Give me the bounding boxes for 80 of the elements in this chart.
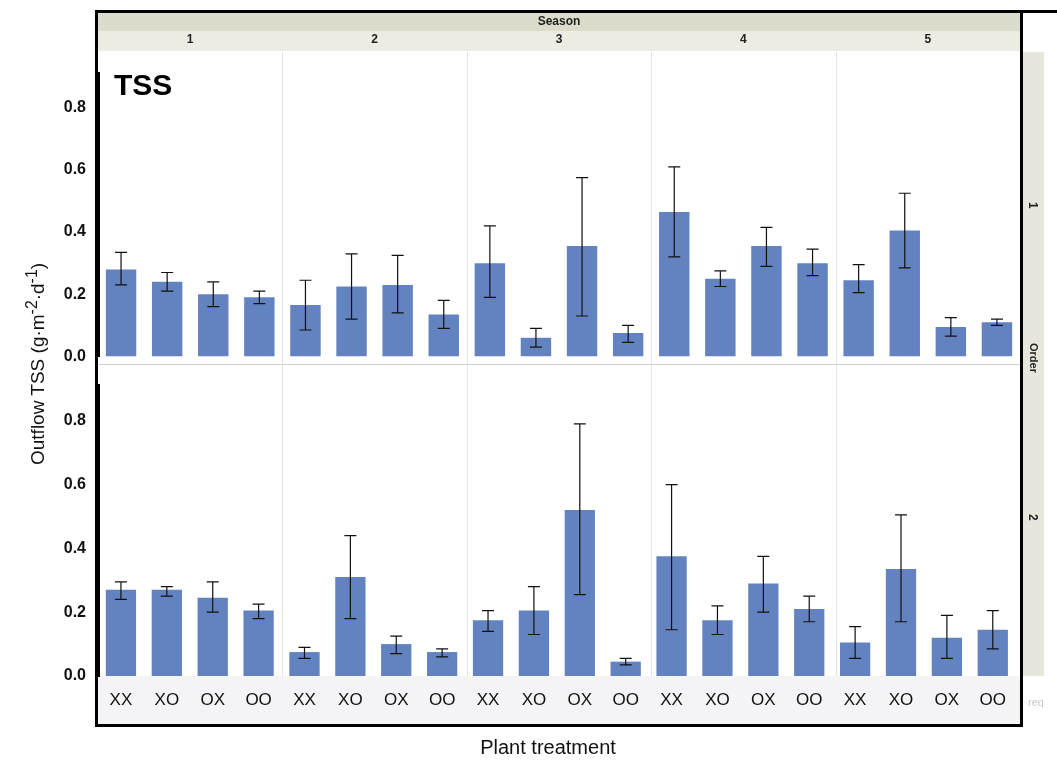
y-tick-label: 0.6	[63, 474, 87, 492]
x-tick-label: XO	[521, 689, 547, 709]
x-tick-label: XO	[705, 689, 730, 709]
bar	[472, 620, 504, 676]
y-tick-label: 0.8	[63, 98, 87, 116]
bar	[151, 589, 182, 676]
y-tick-label: 0.4	[63, 222, 87, 240]
y-tick-label: 0.2	[63, 284, 87, 302]
x-tick-label: OX	[934, 689, 960, 709]
bar	[751, 246, 782, 357]
bar	[839, 642, 871, 676]
x-tick-label: XX	[660, 689, 683, 709]
text: 4	[739, 32, 748, 46]
bar	[198, 294, 229, 357]
x-tick-label: XX	[293, 689, 316, 709]
bar	[610, 661, 641, 676]
bar	[931, 637, 963, 676]
x-tick-label: OO	[979, 689, 1006, 709]
bar	[243, 610, 274, 676]
y-tick-label: 0.0	[63, 346, 87, 364]
bar	[336, 286, 367, 357]
x-tick-label: XO	[154, 689, 180, 709]
bar	[289, 652, 320, 676]
y-tick-label: 0.6	[63, 160, 87, 178]
y2-axis-title: 2	[1026, 514, 1040, 521]
bar	[748, 583, 779, 676]
text: 1	[185, 32, 195, 46]
y-tick-label: 0.0	[63, 666, 87, 684]
bar	[659, 211, 690, 357]
x-tick-label: XX	[843, 689, 867, 709]
bar	[935, 326, 967, 357]
x-axis-title: Plant treatment	[480, 736, 616, 759]
bar	[197, 597, 228, 676]
bar	[889, 230, 920, 357]
chart-title: TSS	[114, 68, 173, 102]
bar	[843, 280, 874, 357]
x-tick-label: OO	[796, 689, 823, 709]
bar	[981, 322, 1013, 357]
x-tick-label: OO	[245, 689, 272, 709]
bar	[105, 589, 137, 676]
text: 3	[554, 32, 564, 46]
bar	[427, 652, 458, 676]
bar	[702, 620, 733, 676]
bar	[518, 610, 550, 676]
bar	[290, 305, 321, 357]
x-tick-label: XO	[338, 689, 363, 709]
y2-axis-title: 1	[1026, 202, 1040, 209]
bar	[612, 333, 644, 357]
bar	[381, 644, 412, 676]
bar	[428, 314, 459, 357]
bar	[105, 269, 137, 357]
bar	[335, 577, 366, 676]
x-tick-label: OX	[567, 689, 593, 709]
bar	[244, 297, 275, 357]
x-tick-label: XO	[888, 689, 914, 709]
y-tick-label: 0.4	[63, 538, 87, 556]
x-tick-label: OX	[200, 689, 225, 709]
x-tick-label: OO	[428, 689, 456, 709]
y-tick-label: 0.2	[63, 602, 87, 620]
bar	[566, 246, 598, 357]
x-tick-label: OO	[612, 689, 639, 709]
x-tick-label: XX	[109, 689, 133, 709]
text: 2	[370, 32, 379, 46]
bar	[794, 608, 825, 676]
bar	[797, 263, 828, 357]
text: 5	[923, 32, 933, 46]
bar	[382, 284, 413, 357]
x-tick-label: XX	[476, 689, 500, 709]
x-tick-label: OX	[751, 689, 776, 709]
bar	[656, 556, 687, 676]
bar	[151, 281, 183, 357]
bar	[885, 569, 917, 676]
text: Season	[98, 14, 1020, 28]
text: Order	[1028, 343, 1040, 373]
bar	[705, 278, 736, 357]
bar	[474, 263, 506, 357]
y-tick-label: 0.8	[63, 411, 87, 429]
x-tick-label: OX	[383, 689, 409, 709]
bar	[564, 510, 595, 676]
bar	[977, 629, 1008, 676]
